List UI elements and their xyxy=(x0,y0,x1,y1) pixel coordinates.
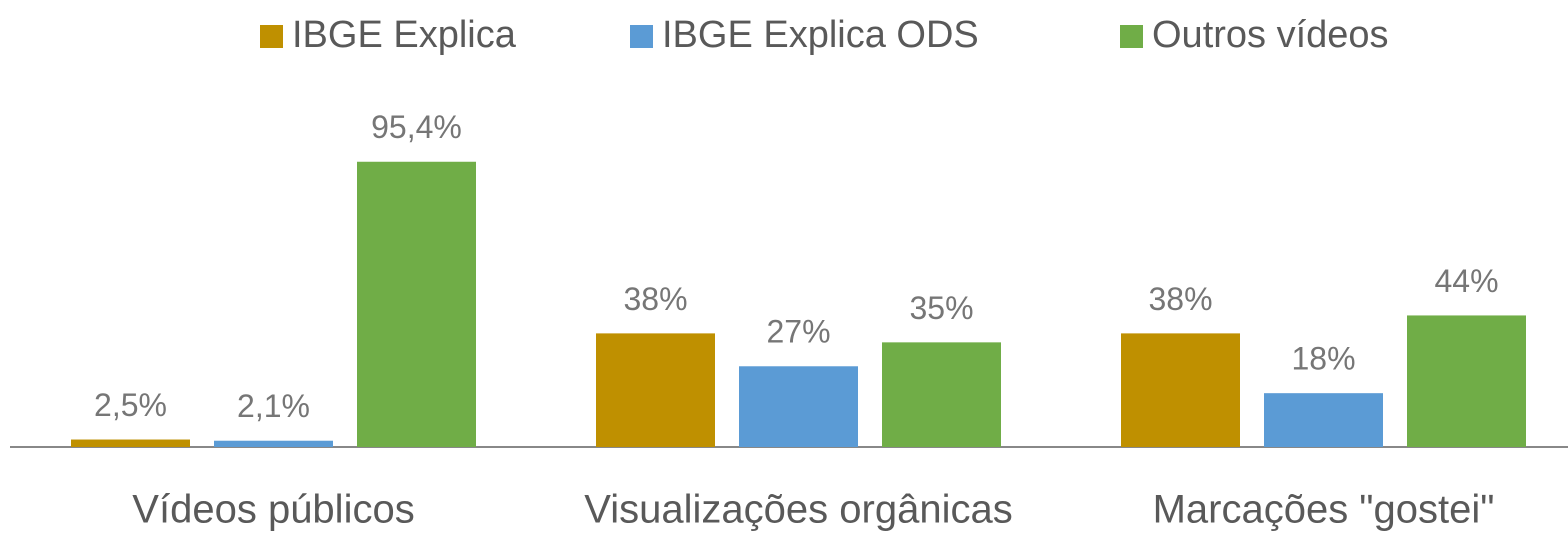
legend-label: IBGE Explica xyxy=(292,14,517,56)
legend-swatch xyxy=(630,25,653,48)
bar xyxy=(739,366,858,447)
legend-swatch xyxy=(1120,25,1143,48)
x-tick-label: Visualizações orgânicas xyxy=(584,488,1012,532)
value-label: 35% xyxy=(909,290,973,326)
legend-label: Outros vídeos xyxy=(1152,14,1389,56)
value-label: 44% xyxy=(1434,263,1498,299)
value-label: 2,1% xyxy=(237,388,310,424)
bar xyxy=(357,161,476,447)
bar xyxy=(214,440,333,447)
x-tick-label: Vídeos públicos xyxy=(132,488,414,532)
value-label: 38% xyxy=(623,281,687,317)
bar xyxy=(596,333,715,447)
bar xyxy=(1407,315,1526,447)
bar xyxy=(71,439,190,447)
bar xyxy=(1121,333,1240,447)
x-tick-label: Marcações "gostei" xyxy=(1153,488,1495,532)
bar xyxy=(1264,393,1383,447)
bar xyxy=(882,342,1001,447)
legend-label: IBGE Explica ODS xyxy=(662,14,979,56)
value-label: 2,5% xyxy=(94,387,167,423)
value-label: 38% xyxy=(1148,281,1212,317)
value-label: 18% xyxy=(1291,341,1355,377)
legend-swatch xyxy=(260,25,283,48)
value-label: 27% xyxy=(766,314,830,350)
value-label: 95,4% xyxy=(371,109,462,145)
